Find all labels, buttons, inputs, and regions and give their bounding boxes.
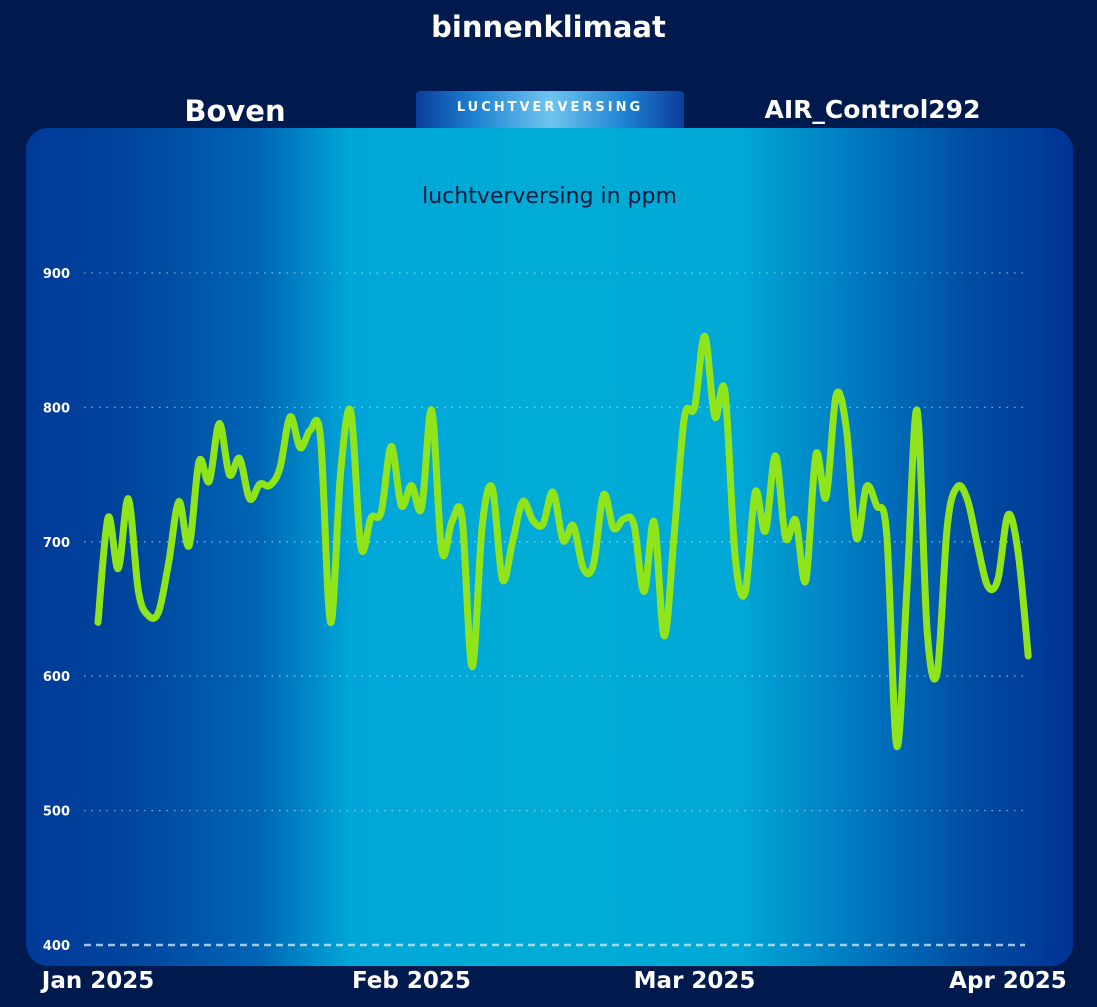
y-tick-label: 400 bbox=[43, 939, 70, 954]
y-tick-label: 900 bbox=[43, 267, 70, 282]
y-axis: 900 800 700 600 500 400 bbox=[43, 267, 70, 954]
series-layer bbox=[94, 332, 1032, 750]
x-tick-label: Jan 2025 bbox=[41, 968, 155, 994]
gridlines bbox=[84, 272, 1025, 947]
x-tick-label: Mar 2025 bbox=[633, 968, 756, 994]
y-tick-label: 700 bbox=[43, 536, 70, 551]
y-tick-label: 800 bbox=[43, 401, 70, 416]
y-tick-label: 600 bbox=[43, 670, 70, 685]
y-tick-label: 500 bbox=[43, 805, 70, 820]
x-tick-label: Apr 2025 bbox=[949, 968, 1067, 994]
series-line bbox=[94, 332, 1032, 750]
chart-panel: luchtverversing in ppm bbox=[26, 128, 1073, 966]
x-tick-label: Feb 2025 bbox=[352, 968, 471, 994]
device-label: AIR_Control292 bbox=[764, 95, 981, 124]
tab-luchtverversing[interactable]: LUCHTVERVERSING bbox=[416, 91, 684, 128]
chart-title: luchtverversing in ppm bbox=[422, 184, 677, 209]
page-title: binnenklimaat bbox=[431, 10, 666, 44]
location-label: Boven bbox=[184, 94, 286, 128]
